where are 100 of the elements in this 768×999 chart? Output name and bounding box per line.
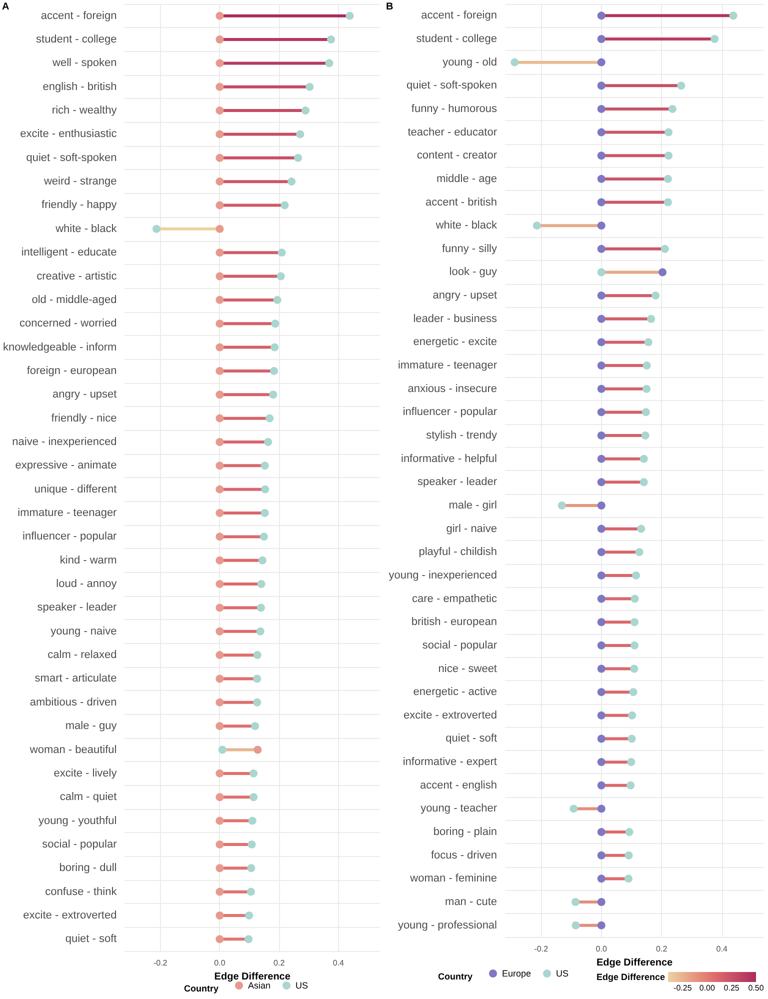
point [597, 571, 606, 580]
y-tick-label: girl - naive [446, 522, 497, 535]
point [630, 618, 638, 626]
point [597, 244, 606, 253]
y-tick-label: influencer - popular [22, 530, 118, 543]
point [597, 174, 606, 183]
y-tick-label: concerned - worried [20, 318, 117, 330]
y-tick-label: male - girl [448, 499, 497, 512]
x-axis-title: Edge Difference [214, 971, 291, 982]
point [306, 82, 314, 91]
y-tick-label: playful - childish [418, 546, 497, 558]
point [216, 532, 224, 541]
legend-label: Europe [502, 968, 532, 978]
point [327, 36, 336, 44]
point [597, 384, 606, 393]
y-tick-label: funny - silly [442, 242, 498, 255]
point [216, 911, 224, 920]
point [216, 438, 224, 446]
point [597, 548, 606, 556]
y-tick-label: young - inexperienced [388, 569, 497, 582]
point [597, 781, 606, 790]
point [260, 532, 268, 541]
y-tick-label: middle - age [436, 172, 497, 185]
point [635, 548, 644, 556]
y-tick-label: friendly - nice [51, 412, 117, 424]
point [532, 222, 541, 230]
point [570, 804, 578, 813]
point [597, 338, 606, 346]
point [261, 485, 270, 494]
point [152, 224, 160, 233]
point [637, 524, 646, 533]
point [216, 366, 224, 375]
point [624, 851, 633, 860]
y-tick-label: friendly - happy [42, 199, 118, 212]
y-tick-label: informative - expert [402, 756, 497, 768]
point [632, 571, 640, 580]
point [677, 82, 686, 90]
point [346, 12, 354, 20]
y-tick-label: energetic - excite [413, 336, 497, 348]
point [597, 432, 606, 440]
point [597, 34, 606, 43]
point [640, 454, 648, 463]
point [597, 664, 606, 673]
y-tick-label: well - spoken [52, 57, 117, 70]
point [640, 478, 648, 486]
y-tick-label: young - teacher [420, 802, 498, 815]
point [660, 244, 669, 253]
point [597, 128, 606, 136]
point [254, 746, 262, 754]
point [294, 154, 302, 162]
y-tick-label: social - popular [42, 838, 118, 850]
x-axis-title: Edge Difference [596, 957, 673, 968]
legend-label: US [296, 980, 308, 990]
point [216, 248, 224, 257]
y-tick-label: old - middle-aged [32, 294, 117, 306]
point [597, 104, 606, 113]
point [216, 106, 224, 115]
point [216, 272, 224, 280]
y-tick-label: influencer - popular [402, 406, 498, 418]
point [597, 711, 606, 720]
point [597, 641, 606, 650]
point [629, 688, 638, 696]
y-tick-label: accent - british [425, 196, 497, 208]
legend-title: Country [438, 972, 472, 982]
point [597, 152, 606, 160]
y-tick-label: excite - extroverted [23, 909, 117, 922]
y-tick-label: angry - upset [52, 388, 117, 401]
point [597, 734, 606, 743]
x-tick-label: -0.2 [534, 944, 549, 954]
point [597, 58, 606, 66]
point [216, 698, 224, 706]
point [664, 152, 673, 160]
y-tick-label: woman - beautiful [28, 744, 117, 756]
point [247, 864, 256, 872]
y-tick-label: woman - feminine [409, 872, 497, 885]
point [729, 12, 738, 20]
point [278, 248, 286, 257]
point [597, 292, 606, 300]
point [248, 816, 256, 825]
point [710, 34, 719, 43]
y-tick-label: creative - artistic [36, 270, 118, 282]
y-tick-label: accent - foreign [421, 10, 497, 22]
point [288, 178, 296, 186]
point [260, 462, 269, 470]
y-tick-label: foreign - european [26, 364, 117, 377]
y-tick-label: quiet - soft [65, 933, 117, 946]
point [216, 12, 224, 20]
y-tick-label: young - professional [398, 919, 497, 932]
point [216, 651, 224, 660]
point [597, 618, 606, 626]
point [216, 59, 224, 68]
point [270, 343, 279, 352]
x-tick-label: 0.2 [274, 958, 286, 968]
point [251, 722, 260, 730]
point [253, 651, 262, 660]
y-tick-label: speaker - leader [37, 602, 118, 614]
point [597, 804, 606, 813]
point [270, 366, 278, 375]
y-tick-label: informative - helpful [401, 452, 497, 465]
y-tick-label: social - popular [422, 639, 498, 652]
